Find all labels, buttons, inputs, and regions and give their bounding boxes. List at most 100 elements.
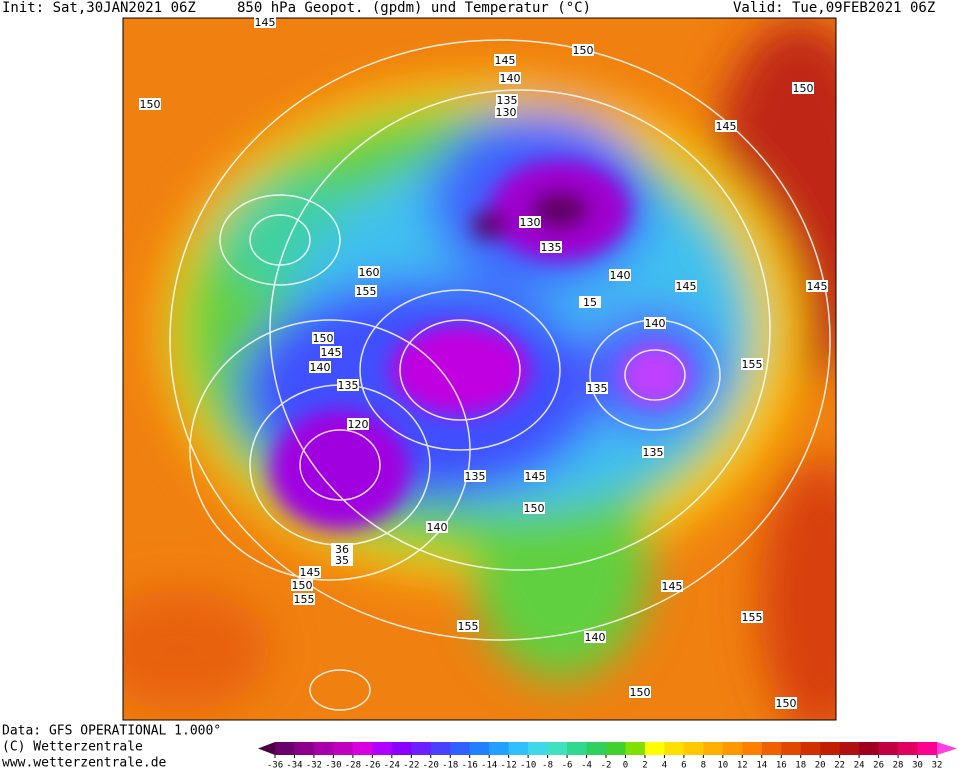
colorbar-label: -34 xyxy=(286,761,302,770)
colorbar-segment xyxy=(761,742,782,755)
contour-label-box xyxy=(806,280,828,292)
contour-label-box xyxy=(494,54,516,66)
map-frame xyxy=(122,17,837,721)
contour-label: 145 xyxy=(255,16,276,29)
contour-label-box xyxy=(642,446,664,458)
colorbar-label: -2 xyxy=(601,761,612,770)
contour-label-box xyxy=(139,98,161,110)
contour-label: 140 xyxy=(610,269,631,282)
contour-label-box xyxy=(496,94,518,106)
contour-label: 160 xyxy=(359,266,380,279)
init-time: Init: Sat,30JAN2021 06Z xyxy=(2,0,196,16)
contour-label: 120 xyxy=(348,418,369,431)
colorbar-segment xyxy=(450,742,471,755)
contour-label: 140 xyxy=(427,521,448,534)
contour-label: 36 xyxy=(335,543,349,556)
contour-label-box xyxy=(464,470,486,482)
contour-label-box xyxy=(291,579,313,591)
contour-label-box xyxy=(309,361,331,373)
colorbar-segment xyxy=(333,742,354,755)
contour-label-box xyxy=(609,269,631,281)
contour-label-box xyxy=(337,379,359,391)
colorbar-segment xyxy=(742,742,763,755)
colorbar-segment xyxy=(469,742,490,755)
colorbar-arrow xyxy=(937,742,957,755)
contour-label: 130 xyxy=(520,216,541,229)
colorbar-segment xyxy=(839,742,860,755)
contour-label: 150 xyxy=(313,332,334,345)
contour-label: 145 xyxy=(676,280,697,293)
colorbar-segment xyxy=(664,742,685,755)
colorbar-label: 26 xyxy=(873,761,884,770)
contour-label: 15 xyxy=(583,296,597,309)
colorbar-label: -20 xyxy=(423,761,439,770)
colorbar-label: 8 xyxy=(701,761,706,770)
colorbar-segment xyxy=(859,742,880,755)
colorbar-label: 0 xyxy=(623,761,628,770)
colorbar-segment xyxy=(781,742,802,755)
contour-label: 135 xyxy=(587,382,608,395)
contour-label-box xyxy=(775,697,797,709)
colorbar-label: -10 xyxy=(520,761,536,770)
contour-label-box xyxy=(312,332,334,344)
contour-label-box xyxy=(457,620,479,632)
contour-label-box xyxy=(426,521,448,533)
contour-label-box xyxy=(584,631,606,643)
contour-label: 135 xyxy=(465,470,486,483)
contour-label: 140 xyxy=(645,317,666,330)
contour-label: 35 xyxy=(335,554,349,567)
contour-label-box xyxy=(331,543,353,555)
contour-label-box xyxy=(572,44,594,56)
contour-label: 145 xyxy=(662,580,683,593)
contour-label-box xyxy=(579,296,601,308)
colorbar-segment xyxy=(294,742,315,755)
contour-label-box xyxy=(524,470,546,482)
colorbar-segment xyxy=(508,742,529,755)
contour-label-box xyxy=(254,16,276,28)
colorbar-label: -26 xyxy=(364,761,380,770)
colorbar-label: -32 xyxy=(306,761,322,770)
colorbar-label: -36 xyxy=(267,761,283,770)
contour-label: 155 xyxy=(742,611,763,624)
map-title: 850 hPa Geopot. (gpdm) und Temperatur (°… xyxy=(237,0,591,16)
colorbar-arrow xyxy=(258,742,275,755)
colorbar-segment xyxy=(411,742,432,755)
colorbar-segment xyxy=(644,742,665,755)
colorbar-segment xyxy=(703,742,724,755)
contour-label-box xyxy=(629,686,651,698)
colorbar-label: -14 xyxy=(481,761,497,770)
colorbar-segment xyxy=(430,742,451,755)
contour-label-box xyxy=(499,72,521,84)
contour-label: 150 xyxy=(292,579,313,592)
contour-label-box xyxy=(586,382,608,394)
contour-label: 150 xyxy=(630,686,651,699)
colorbar-segment xyxy=(391,742,412,755)
colorbar-label: 12 xyxy=(737,761,748,770)
colorbar-label: 24 xyxy=(854,761,865,770)
colorbar-label: -18 xyxy=(442,761,458,770)
contour-label: 145 xyxy=(495,54,516,67)
contour-label-box xyxy=(320,346,342,358)
colorbar-segment xyxy=(683,742,704,755)
colorbar-label: -6 xyxy=(562,761,573,770)
colorbar-label: -24 xyxy=(384,761,400,770)
contour-label: 150 xyxy=(793,82,814,95)
contour-label: 145 xyxy=(807,280,828,293)
colorbar-label: 10 xyxy=(717,761,728,770)
contour-label: 145 xyxy=(321,346,342,359)
colorbar-label: -12 xyxy=(501,761,517,770)
colorbar-label: 6 xyxy=(681,761,686,770)
colorbar-segment xyxy=(489,742,510,755)
contour-label: 150 xyxy=(776,697,797,710)
contour-label: 150 xyxy=(573,44,594,57)
colorbar-label: 28 xyxy=(893,761,904,770)
colorbar-segment xyxy=(547,742,568,755)
contour-label: 145 xyxy=(716,120,737,133)
contour-label: 155 xyxy=(742,358,763,371)
colorbar-label: -22 xyxy=(403,761,419,770)
contour-label-box xyxy=(741,611,763,623)
contour-label-box xyxy=(540,241,562,253)
contour-label-box xyxy=(495,106,517,118)
colorbar-label: 30 xyxy=(912,761,923,770)
